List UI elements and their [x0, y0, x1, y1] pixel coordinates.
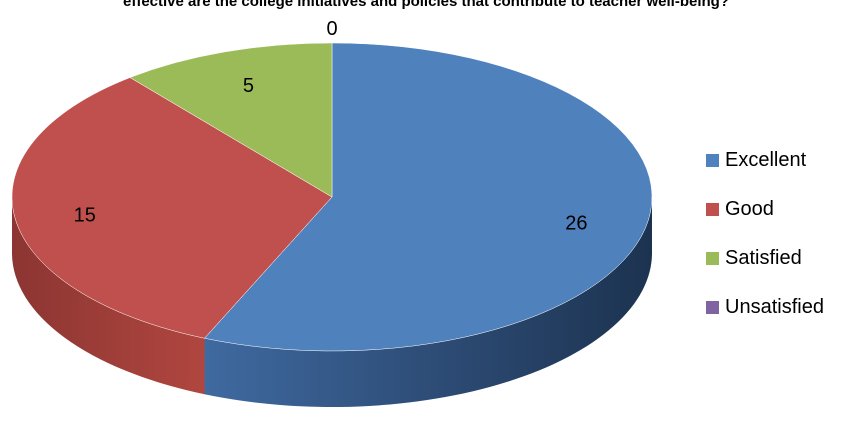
legend-item-good: Good	[706, 185, 824, 234]
legend-swatch-excellent	[706, 154, 719, 167]
pie-slice-good	[11, 77, 333, 339]
pie-side-good	[12, 197, 205, 395]
legend-label-excellent: Excellent	[725, 149, 807, 171]
chart-title: effective are the college initiatives an…	[123, 0, 729, 10]
data-label-excellent: 26	[565, 212, 587, 234]
pie-slice-satisfied	[129, 42, 333, 198]
legend-swatch-unsatisfied	[706, 301, 719, 314]
legend-swatch-good	[706, 203, 719, 216]
legend-label-satisfied: Satisfied	[725, 247, 802, 269]
legend-label-unsatisfied: Unsatisfied	[725, 296, 824, 318]
chart-legend: Excellent Good Satisfied Unsatisfied	[706, 136, 824, 332]
legend-item-unsatisfied: Unsatisfied	[706, 283, 824, 332]
legend-label-good: Good	[725, 198, 774, 220]
data-label-unsatisfied: 0	[326, 18, 337, 40]
data-label-good: 15	[74, 204, 96, 226]
legend-item-satisfied: Satisfied	[706, 234, 824, 283]
data-label-satisfied: 5	[243, 75, 254, 97]
legend-item-excellent: Excellent	[706, 136, 824, 185]
pie-side-excellent	[204, 197, 653, 408]
legend-swatch-satisfied	[706, 252, 719, 265]
pie-slice-excellent	[204, 42, 653, 352]
